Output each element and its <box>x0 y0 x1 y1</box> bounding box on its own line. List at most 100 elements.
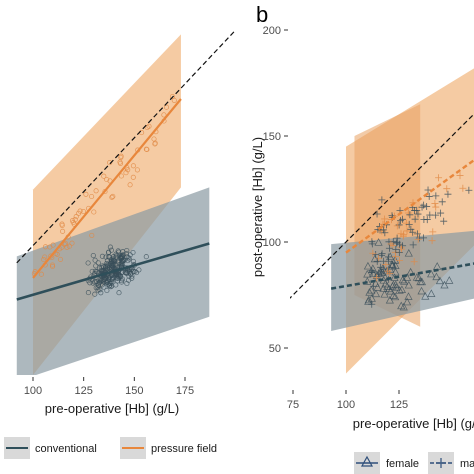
panel-b-y-tick-label: 200 <box>263 25 281 37</box>
male-point <box>432 192 440 200</box>
conventional-point <box>143 254 149 260</box>
female-point <box>389 280 398 289</box>
female-point <box>389 291 398 299</box>
male-point <box>431 200 439 208</box>
conventional-point <box>105 262 111 268</box>
panel-b-x-tick-label: 125 <box>390 399 408 411</box>
male-point <box>399 232 407 240</box>
female-point <box>427 269 436 278</box>
panel-b-legend: female mal <box>354 452 474 474</box>
female-point <box>391 261 400 269</box>
conventional-point <box>107 244 113 250</box>
female-point <box>392 283 401 291</box>
male-point <box>372 274 380 282</box>
male-point <box>392 252 400 260</box>
conventional-point <box>98 278 104 284</box>
pressure-field-point <box>38 271 44 277</box>
male-point <box>438 198 446 206</box>
conventional-fit-line <box>16 242 210 301</box>
pressure-field-point <box>69 240 75 246</box>
female-point <box>412 273 421 281</box>
male-point <box>396 257 404 265</box>
female-point <box>381 279 390 288</box>
male-point <box>409 228 417 236</box>
pressure-field-point <box>127 182 133 188</box>
panel-b-y-tick-label: 150 <box>263 131 281 143</box>
male-point <box>378 227 386 235</box>
panel-b-x-tick-label: 75 <box>287 399 299 411</box>
panel-b-x-axis-title: pre-operative [Hb] (g/L) <box>353 416 474 431</box>
panel-a-identity-line <box>16 29 237 264</box>
legend-label-pressure-field: pressure field <box>151 443 217 455</box>
panel-b-label: b <box>256 2 268 27</box>
panel-a: 100 125 150 175 pre-operative [Hb] (g/L) <box>16 29 237 416</box>
male-point <box>440 217 448 225</box>
pressure-field-point <box>54 251 60 257</box>
conventional-point <box>111 262 117 268</box>
male-point <box>373 257 381 265</box>
male-point <box>411 215 419 223</box>
female-point <box>445 276 454 284</box>
male-point <box>372 251 380 259</box>
pressure-field-point <box>130 174 136 180</box>
male-point <box>414 235 422 243</box>
female-fit-line <box>330 262 474 290</box>
female-point <box>371 289 381 298</box>
male-point <box>399 242 407 250</box>
conventional-point <box>117 272 123 278</box>
conventional-point <box>85 260 91 266</box>
conventional-point <box>95 287 101 293</box>
conventional-point <box>92 279 98 285</box>
female-point <box>397 285 406 293</box>
conventional-point <box>92 257 98 263</box>
conventional-point <box>116 257 122 263</box>
female-point <box>399 302 408 311</box>
female-point <box>363 269 372 278</box>
male-point <box>368 238 376 246</box>
panel-b: b 50 100 150 200 75 100 125 post-operative [H… <box>250 2 474 431</box>
legend-label-conventional: conventional <box>35 443 97 455</box>
male-point <box>396 240 404 248</box>
conventional-point <box>109 283 115 289</box>
pressure-field-point <box>152 140 158 146</box>
male-point <box>456 172 464 180</box>
female-point <box>363 261 372 270</box>
pressure-field-point <box>66 243 72 249</box>
conventional-point <box>95 260 101 266</box>
pressure-field-point <box>77 208 83 214</box>
pressure-field-point <box>104 176 110 183</box>
male-point <box>437 209 445 217</box>
male-point <box>459 184 467 192</box>
pressure-field-point <box>41 256 47 263</box>
pressure-field-point <box>59 221 65 227</box>
panel-b-y-tick-label: 100 <box>263 237 281 249</box>
pressure-field-point <box>101 173 107 179</box>
male-point <box>443 185 451 193</box>
male-point <box>432 203 440 211</box>
female-point <box>380 289 389 298</box>
male-point <box>403 227 411 235</box>
male-point <box>413 206 421 214</box>
male-point <box>425 192 433 200</box>
conventional-point <box>108 284 114 290</box>
male-point <box>410 258 418 266</box>
male-point <box>381 229 389 237</box>
conventional-point <box>126 273 132 279</box>
male-point <box>413 230 421 238</box>
conventional-point <box>124 247 130 254</box>
conventional-point <box>122 269 128 275</box>
male-point <box>377 263 385 271</box>
panel-a-x-tick-label: 175 <box>176 385 194 397</box>
male-point <box>414 210 422 218</box>
conventional-point <box>133 270 140 276</box>
male-point <box>393 239 401 247</box>
female-point <box>404 292 413 300</box>
pressure-field-point <box>107 160 113 166</box>
male-point <box>382 260 390 268</box>
conventional-point <box>92 291 98 297</box>
conventional-point <box>95 282 101 288</box>
female-point <box>417 277 427 286</box>
male-point <box>395 249 403 257</box>
male-point <box>395 221 403 229</box>
